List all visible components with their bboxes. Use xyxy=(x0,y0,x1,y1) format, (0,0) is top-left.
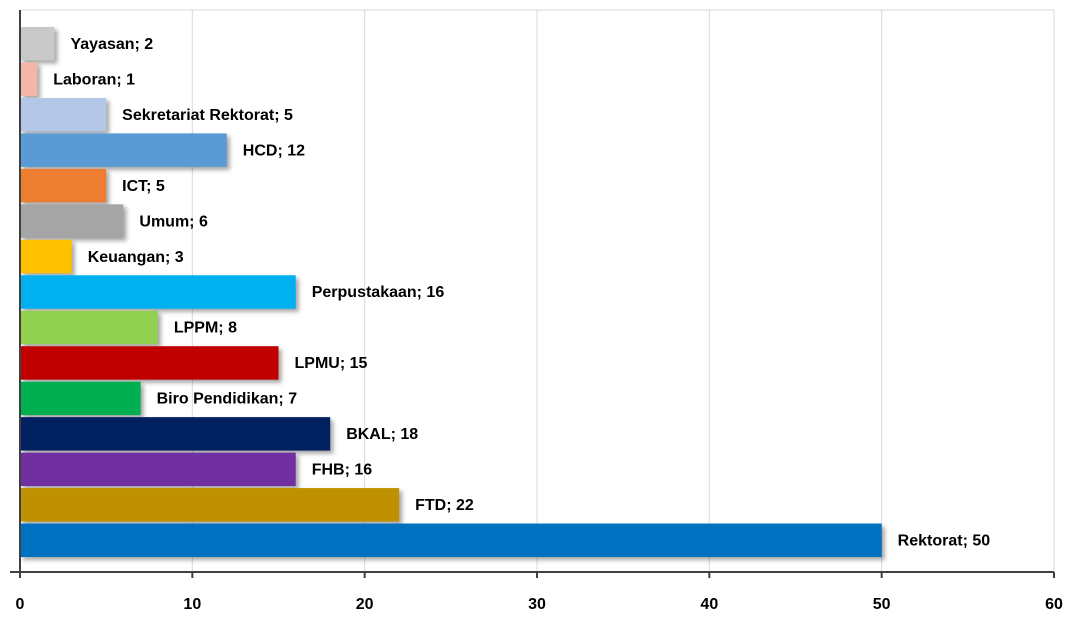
data-label: Rektorat; 50 xyxy=(898,532,991,549)
bar xyxy=(20,62,38,96)
data-label: FTD; 22 xyxy=(415,497,474,514)
data-label: Perpustakaan; 16 xyxy=(312,284,445,301)
data-label: Yayasan; 2 xyxy=(70,36,153,53)
x-tick-label: 50 xyxy=(873,596,891,613)
x-tick-label: 60 xyxy=(1045,596,1063,613)
data-label: ICT; 5 xyxy=(122,178,165,195)
x-tick-label: 20 xyxy=(356,596,374,613)
x-tick-label: 30 xyxy=(528,596,546,613)
data-label: Keuangan; 3 xyxy=(88,249,184,266)
bar xyxy=(20,239,72,274)
data-label: Laboran; 1 xyxy=(53,71,135,88)
bar xyxy=(20,168,107,203)
bar xyxy=(20,381,141,416)
x-tick-label: 40 xyxy=(700,596,718,613)
data-label: LPPM; 8 xyxy=(174,320,237,337)
data-label: Umum; 6 xyxy=(139,213,208,230)
bar xyxy=(20,310,158,345)
bar xyxy=(20,27,55,61)
bar xyxy=(20,488,400,522)
data-label: BKAL; 18 xyxy=(346,426,418,443)
data-label: FHB; 16 xyxy=(312,462,373,479)
bar xyxy=(20,133,227,167)
bar xyxy=(20,97,107,132)
x-tick-label: 0 xyxy=(16,596,25,613)
data-label: Biro Pendidikan; 7 xyxy=(157,391,298,408)
data-label: HCD; 12 xyxy=(243,142,305,159)
bar xyxy=(20,523,882,557)
bar xyxy=(20,275,296,309)
bar xyxy=(20,417,331,451)
bar xyxy=(20,452,296,487)
bar xyxy=(20,204,124,238)
data-label: Sekretariat Rektorat; 5 xyxy=(122,107,293,124)
bar xyxy=(20,346,279,380)
data-label: LPMU; 15 xyxy=(295,355,368,372)
x-tick-label: 10 xyxy=(183,596,201,613)
